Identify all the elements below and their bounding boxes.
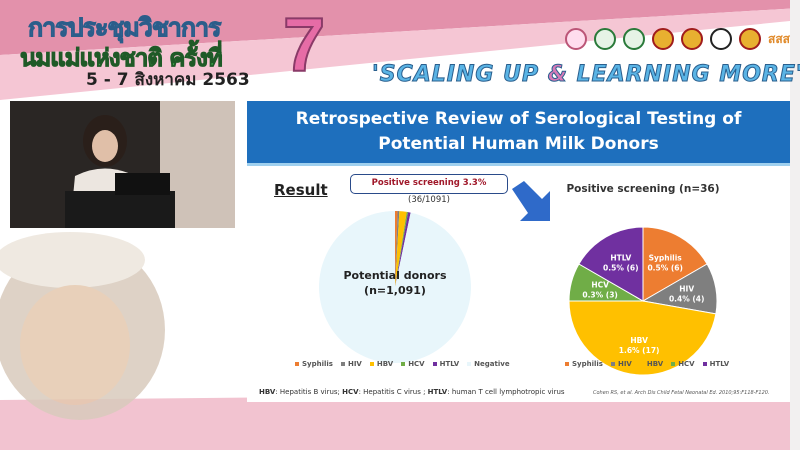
legend-item-hbv: HBV	[639, 360, 663, 368]
positive-screening-callout: Positive screening 3.3% (36/1091)	[350, 174, 508, 205]
arrow-icon	[512, 181, 550, 221]
donors-pie-chart	[319, 211, 471, 363]
data-label-hiv: HIV	[679, 284, 694, 293]
health-dept-logo	[594, 28, 616, 50]
pie1-legend: Syphilis HIV HBV HCV HTLV Negative	[295, 360, 510, 368]
slide-title-band: Retrospective Review of Serological Test…	[247, 101, 790, 166]
pie2-legend: Syphilis HIV HBV HCV HTLV	[565, 360, 729, 368]
pie-slice-htlv	[578, 226, 644, 302]
thaihealth-logo: สสส	[768, 32, 790, 46]
pie2-title: Positive screening (n=36)	[566, 183, 720, 195]
citation: Cohen RS, et al. Arch Dis Child Fetal Ne…	[593, 390, 770, 396]
legend-swatch	[610, 362, 615, 366]
legend-item-hcv: HCV	[671, 360, 695, 368]
fn-hcv-text: : Hepatitis C virus ;	[358, 388, 428, 396]
fn-htlv-text: : human T cell lymphotropic virus	[447, 388, 565, 396]
data-label-syphilis: Syphilis	[649, 254, 683, 263]
abbreviation-footnote: HBV: Hepatitis B virus; HCV: Hepatitis C…	[259, 388, 565, 396]
legend-item-negative: Negative	[467, 360, 510, 368]
legend-item-htlv: HTLV	[702, 360, 729, 368]
slide-title-line1: Retrospective Review of Serological Test…	[295, 109, 742, 129]
edition-number: 7	[282, 2, 326, 89]
pie-slice-hbv	[568, 300, 717, 376]
royal-college-logo	[652, 28, 674, 50]
legend-item-syphilis: Syphilis	[565, 360, 603, 368]
motto-part1: 'SCALING UP	[372, 62, 548, 88]
legend-swatch	[467, 362, 472, 366]
legend-swatch	[295, 362, 299, 366]
legend-swatch	[369, 362, 374, 366]
pie-slice-hiv	[395, 211, 400, 287]
data-label-hiv: 0.4% (4)	[669, 294, 705, 303]
callout-bold: Positive screening 3.3%	[371, 178, 487, 188]
fn-htlv: HTLV	[427, 388, 448, 396]
pie-slice-syphilis	[642, 226, 708, 302]
pie-slice-hbv	[395, 211, 407, 287]
conference-subtitle-thai: นมแม่แห่งชาติ ครั้งที่	[20, 44, 224, 73]
presentation-slide: Retrospective Review of Serological Test…	[247, 101, 790, 402]
mother-child-logo	[565, 28, 587, 50]
fn-hcv: HCV	[342, 388, 359, 396]
legend-swatch	[432, 362, 437, 366]
motto-part2: LEARNING MORE'	[567, 62, 800, 88]
center-label-line1: Potential donors	[343, 269, 447, 282]
moph-logo	[623, 28, 645, 50]
association-logo	[710, 28, 732, 50]
conference-motto: 'SCALING UP & LEARNING MORE'	[372, 62, 800, 88]
data-label-hcv: HCV	[591, 281, 609, 290]
pie1-center-label: Potential donors (n=1,091)	[315, 268, 475, 298]
legend-item-hcv: HCV	[401, 360, 425, 368]
child-photo	[0, 232, 165, 420]
pie-slice-htlv	[395, 212, 411, 287]
data-label-hbv: 1.6% (17)	[619, 346, 660, 355]
legend-item-hbv: HBV	[369, 360, 393, 368]
slide-title: Retrospective Review of Serological Test…	[247, 107, 790, 157]
legend-swatch	[671, 362, 676, 366]
legend-item-hiv: HIV	[610, 360, 632, 368]
data-label-syphilis: 0.5% (6)	[647, 264, 683, 273]
slide-title-line2: Potential Human Milk Donors	[378, 134, 659, 154]
pie-slice-syphilis	[395, 211, 398, 287]
result-heading: Result	[274, 181, 328, 199]
callout-detail: (36/1091)	[408, 195, 450, 205]
data-label-htlv: 0.5% (6)	[603, 264, 639, 273]
data-label-hcv: 0.3% (3)	[582, 291, 618, 300]
legend-swatch	[702, 362, 707, 366]
speaker-video	[10, 101, 235, 228]
legend-swatch	[639, 362, 644, 366]
legend-swatch	[340, 362, 345, 366]
center-label-line2: (n=1,091)	[364, 284, 426, 297]
fn-hbv-text: : Hepatitis B virus;	[275, 388, 343, 396]
sponsor-logos: สสส	[565, 28, 790, 50]
pie-slice-negative	[319, 211, 471, 363]
conference-title-thai: การประชุมวิชาการ	[27, 13, 221, 43]
university-logo	[681, 28, 703, 50]
legend-item-syphilis: Syphilis	[295, 360, 333, 368]
fn-hbv: HBV	[259, 388, 276, 396]
data-label-htlv: HTLV	[610, 254, 631, 263]
motto-amp: &	[547, 62, 568, 88]
legend-item-htlv: HTLV	[432, 360, 459, 368]
legend-swatch	[401, 362, 406, 366]
legend-item-hiv: HIV	[340, 360, 362, 368]
data-label-hbv: HBV	[630, 336, 648, 345]
legend-swatch	[565, 362, 569, 366]
pie-slice-hcv	[395, 211, 409, 287]
conference-date: 5 - 7 สิงหาคม 2563	[86, 70, 250, 90]
red-emblem-logo	[739, 28, 761, 50]
